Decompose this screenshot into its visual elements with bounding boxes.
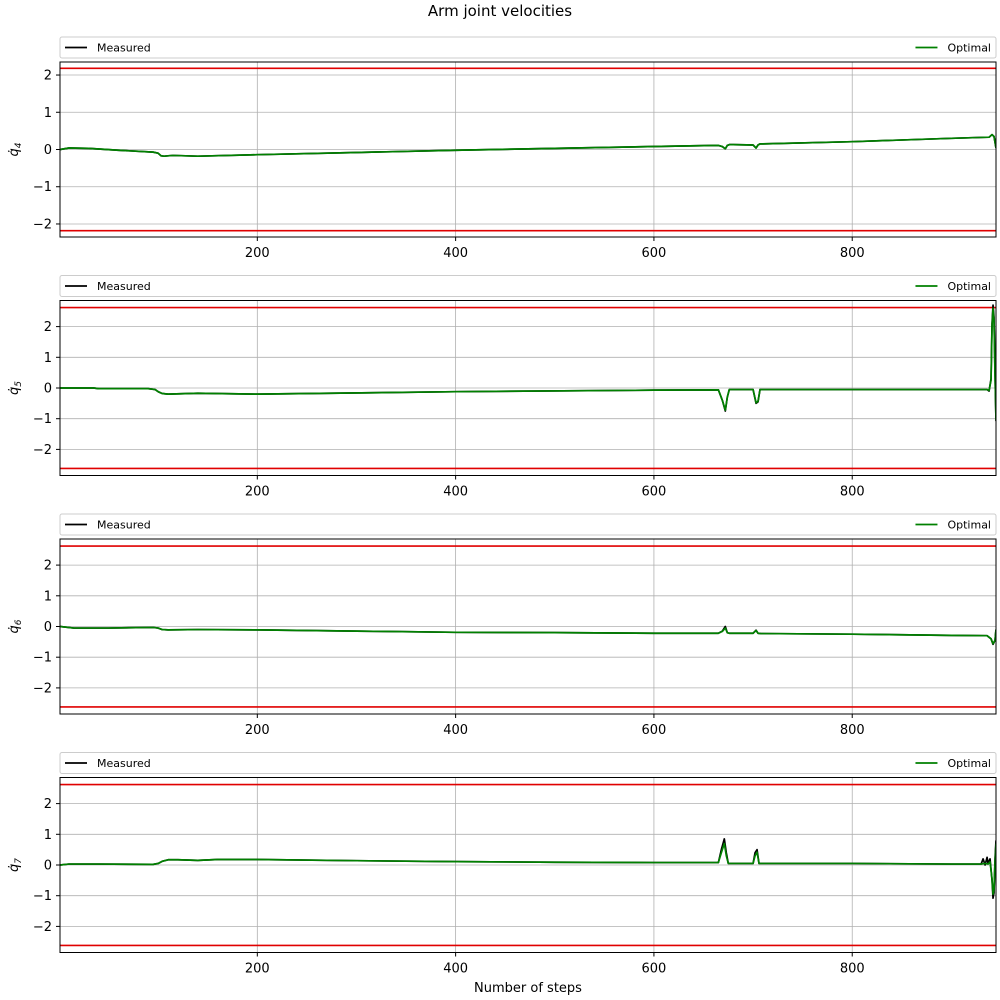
- legend-label-optimal: Optimal: [947, 280, 991, 293]
- subplot-3: 200 400 600 800 2 1 0 −1 −2 q̇6 Measured Optimal: [7, 513, 997, 738]
- y-tick-label: 0: [44, 143, 52, 158]
- x-tick-label: 200: [245, 723, 270, 738]
- y-axis-label: q̇5: [7, 381, 24, 395]
- legend-label-optimal: Optimal: [947, 42, 991, 55]
- x-tick-label: 200: [245, 246, 270, 261]
- series-line-measured: [60, 838, 996, 900]
- x-tick-label: 400: [443, 246, 468, 261]
- series-line-optimal: [60, 133, 996, 158]
- y-tick-label: 1: [44, 351, 52, 366]
- y-axis-label-symbol: q̇: [7, 864, 22, 872]
- y-tick-label: 2: [44, 797, 52, 812]
- y-axis-label-subscript: 6: [14, 619, 24, 625]
- y-axis-label-subscript: 7: [14, 858, 24, 864]
- plot-area: [60, 304, 996, 422]
- y-tick-label: 2: [44, 320, 52, 335]
- y-axis-label-subscript: 4: [14, 142, 24, 148]
- series-line-measured: [60, 133, 996, 158]
- legend-box: [59, 36, 997, 59]
- y-axis-label-subscript: 5: [14, 381, 24, 387]
- y-tick-label: −1: [33, 180, 52, 195]
- series-line-optimal: [60, 625, 996, 645]
- y-tick-label: 1: [44, 589, 52, 604]
- y-tick-label: −1: [33, 889, 52, 904]
- y-tick-label: −2: [33, 217, 52, 232]
- x-tick-label: 200: [245, 485, 270, 500]
- y-axis-label-symbol: q̇: [7, 387, 22, 395]
- x-tick-label: 600: [642, 246, 667, 261]
- subplot-1: 200 400 600 800 2 1 0 −1 −2 q̇4 Measured Optimal: [7, 36, 997, 261]
- x-tick-label: 800: [840, 723, 865, 738]
- y-tick-label: −1: [33, 651, 52, 666]
- subplot-4: 200 400 600 800 2 1 0 −1 −2 q̇7 Measured Optimal: [7, 752, 997, 977]
- legend-label-optimal: Optimal: [947, 757, 991, 770]
- x-tick-label: 800: [840, 246, 865, 261]
- legend: Measured Optimal: [59, 513, 997, 536]
- legend-box: [59, 513, 997, 536]
- x-tick-label: 600: [642, 962, 667, 977]
- y-tick-label: −1: [33, 412, 52, 427]
- legend-box: [59, 752, 997, 774]
- series-line-optimal: [60, 842, 996, 896]
- plot-area: [60, 838, 996, 900]
- x-tick-label: 400: [443, 962, 468, 977]
- legend-label-measured: Measured: [97, 519, 151, 532]
- legend: Measured Optimal: [59, 275, 997, 297]
- subplot-2: 200 400 600 800 2 1 0 −1 −2 q̇5 Measured Optimal: [7, 275, 997, 500]
- x-tick-label: 800: [840, 962, 865, 977]
- y-tick-label: 0: [44, 620, 52, 635]
- series-line-measured: [60, 304, 996, 422]
- y-axis-label: q̇6: [7, 619, 24, 633]
- y-tick-label: 1: [44, 828, 52, 843]
- y-tick-label: −2: [33, 681, 52, 696]
- x-tick-label: 400: [443, 485, 468, 500]
- x-tick-label: 600: [642, 485, 667, 500]
- x-tick-label: 400: [443, 723, 468, 738]
- y-tick-label: 2: [44, 559, 52, 574]
- legend-label-measured: Measured: [97, 757, 151, 770]
- legend: Measured Optimal: [59, 36, 997, 59]
- y-tick-label: 1: [44, 106, 52, 121]
- y-axis-label: q̇7: [7, 858, 24, 872]
- y-axis-label: q̇4: [7, 142, 24, 156]
- x-tick-label: 600: [642, 723, 667, 738]
- legend-label-measured: Measured: [97, 280, 151, 293]
- y-axis-label-symbol: q̇: [7, 625, 22, 633]
- y-tick-label: −2: [33, 443, 52, 458]
- y-tick-label: −2: [33, 920, 52, 935]
- legend-box: [59, 275, 997, 297]
- x-tick-label: 800: [840, 485, 865, 500]
- y-tick-label: 2: [44, 69, 52, 84]
- figure-title: Arm joint velocities: [428, 2, 572, 20]
- legend-label-measured: Measured: [97, 42, 151, 55]
- x-tick-label: 200: [245, 962, 270, 977]
- series-line-optimal: [60, 307, 996, 421]
- y-tick-label: 0: [44, 382, 52, 397]
- y-axis-label-symbol: q̇: [7, 148, 22, 156]
- plot-area: [60, 625, 996, 646]
- y-tick-label: 0: [44, 859, 52, 874]
- plot-area: [60, 133, 996, 158]
- x-axis-label: Number of steps: [474, 981, 582, 996]
- legend: Measured Optimal: [59, 752, 997, 774]
- legend-label-optimal: Optimal: [947, 519, 991, 532]
